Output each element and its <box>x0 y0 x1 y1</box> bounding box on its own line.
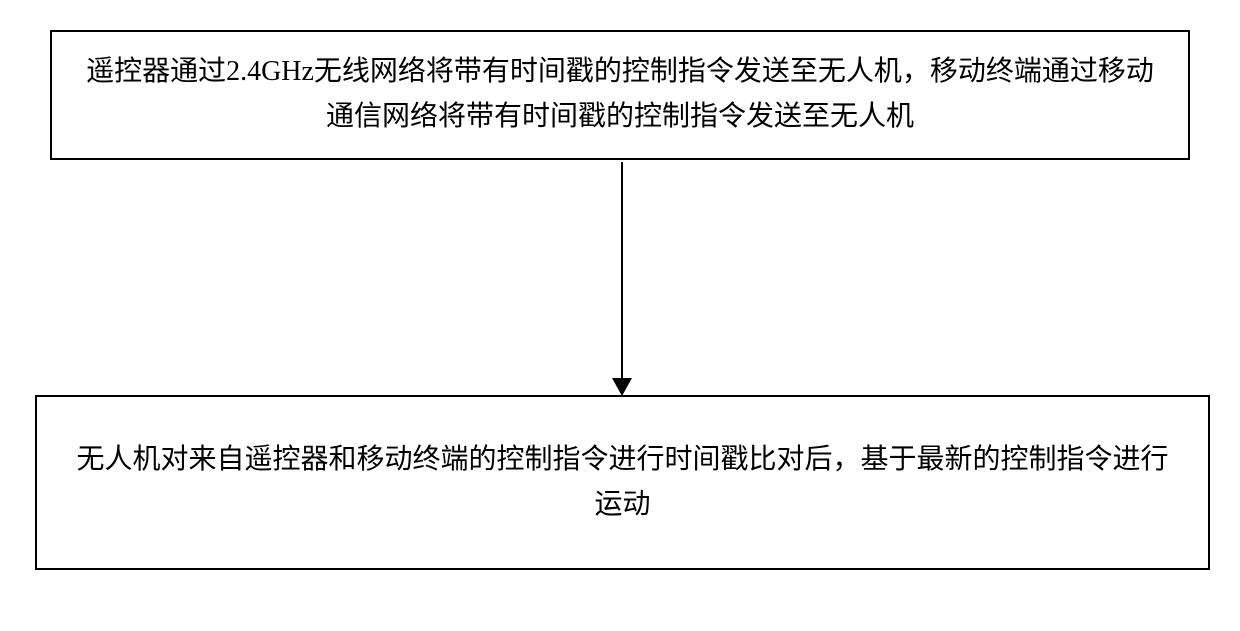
flowchart-arrow-line <box>621 162 623 382</box>
flowchart-node-step2-text: 无人机对来自遥控器和移动终端的控制指令进行时间戳比对后，基于最新的控制指令进行运… <box>67 438 1178 528</box>
flowchart-node-step1-text: 遥控器通过2.4GHz无线网络将带有时间戳的控制指令发送至无人机，移动终端通过移… <box>82 50 1158 140</box>
flowchart-container: 遥控器通过2.4GHz无线网络将带有时间戳的控制指令发送至无人机，移动终端通过移… <box>0 0 1240 631</box>
flowchart-node-step2: 无人机对来自遥控器和移动终端的控制指令进行时间戳比对后，基于最新的控制指令进行运… <box>35 395 1210 570</box>
flowchart-node-step1: 遥控器通过2.4GHz无线网络将带有时间戳的控制指令发送至无人机，移动终端通过移… <box>50 30 1190 160</box>
flowchart-arrow-head-icon <box>612 378 632 396</box>
